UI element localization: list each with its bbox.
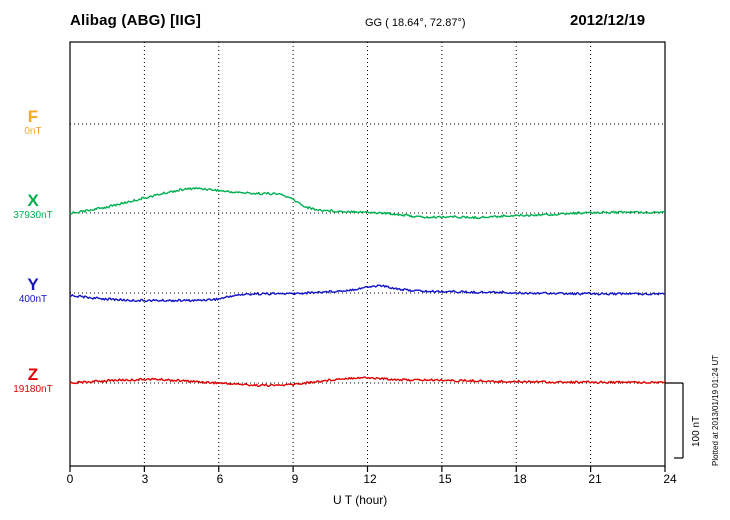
component-letter-z: Z <box>27 365 39 384</box>
component-value-x: 37930nT <box>13 210 53 221</box>
plot-timestamp: Plotted at 2013/01/19 01:24 UT <box>711 354 720 466</box>
x-tick-24: 24 <box>663 472 677 486</box>
component-label-x: X 37930nT <box>0 192 66 222</box>
x-tick-6: 6 <box>216 472 224 486</box>
x-axis-label: U T (hour) <box>333 493 388 507</box>
trace-y <box>69 284 666 303</box>
x-tick-9: 9 <box>291 472 299 486</box>
trace-z <box>69 376 666 388</box>
component-label-f: F 0nT <box>0 108 66 138</box>
component-label-z: Z 19180nT <box>0 366 66 396</box>
x-tick-15: 15 <box>438 472 452 486</box>
x-tick-12: 12 <box>363 472 377 486</box>
x-tick-18: 18 <box>513 472 527 486</box>
trace-x <box>69 186 666 220</box>
x-tick-21: 21 <box>588 472 602 486</box>
x-tick-3: 3 <box>141 472 149 486</box>
component-value-y: 400nT <box>18 294 48 305</box>
scale-bar-caption: 100 nT <box>691 415 702 447</box>
component-value-f: 0nT <box>24 126 42 137</box>
component-letter-f: F <box>27 107 39 126</box>
component-letter-x: X <box>27 191 39 210</box>
observation-date: 2012/12/19 <box>570 12 646 29</box>
component-letter-y: Y <box>27 275 39 294</box>
component-label-y: Y 400nT <box>0 276 66 306</box>
component-value-z: 19180nT <box>13 384 53 395</box>
page-title: Alibag (ABG) [IIG] <box>70 12 202 29</box>
station-coordinates: GG ( 18.64°, 72.87°) <box>365 17 466 29</box>
x-tick-0: 0 <box>66 472 74 486</box>
